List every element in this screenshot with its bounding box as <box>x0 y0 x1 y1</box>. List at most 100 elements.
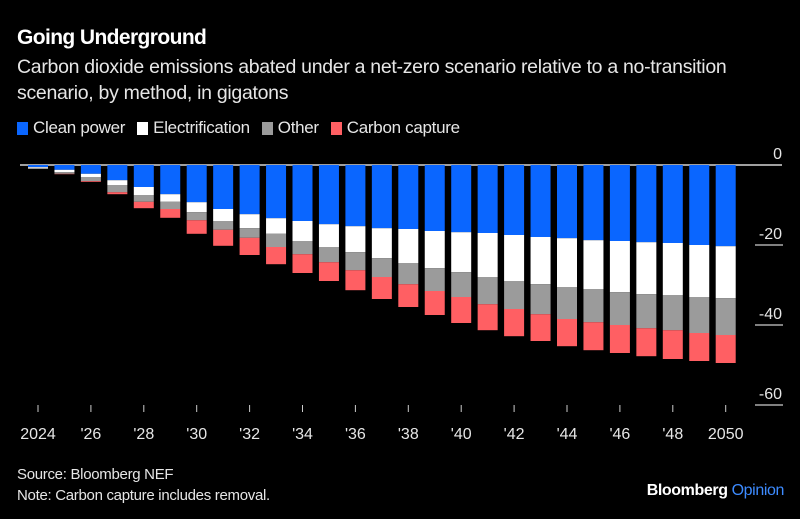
bar-other-2047 <box>636 294 657 329</box>
bar-clean-power-2043 <box>530 165 551 237</box>
legend-label: Clean power <box>33 118 126 137</box>
x-tick-label: '48 <box>662 426 683 443</box>
bar-clean-power-2032 <box>239 165 260 215</box>
bar-electrification-2035 <box>318 224 339 247</box>
bar-other-2048 <box>662 295 683 331</box>
bar-carbon-capture-2044 <box>557 319 577 347</box>
x-tick-label: '46 <box>609 426 630 443</box>
bar-clean-power-2035 <box>318 165 339 225</box>
x-tick-label: '32 <box>239 426 260 443</box>
bar-clean-power-2040 <box>451 165 472 233</box>
bar-carbon-capture-2048 <box>662 330 683 359</box>
bar-clean-power-2046 <box>609 165 630 241</box>
brand-main: Bloomberg <box>646 482 728 499</box>
bar-clean-power-2041 <box>477 165 498 233</box>
bar-other-2050 <box>715 298 736 335</box>
legend-item-electrification: Electrification <box>137 118 250 138</box>
legend-label: Electrification <box>153 118 250 137</box>
bar-stack-2048 <box>662 165 683 359</box>
bar-stack-2040 <box>451 165 472 323</box>
x-tick-label: '36 <box>345 426 366 443</box>
bar-electrification-2050 <box>715 246 736 299</box>
bar-stack-2044 <box>557 165 577 347</box>
legend-swatch-clean-power <box>17 121 28 135</box>
bar-stack-2025 <box>54 165 75 175</box>
legend-swatch-electrification <box>137 121 149 135</box>
bar-other-2045 <box>583 289 604 323</box>
chart-note: Note: Carbon capture includes removal. <box>17 487 270 504</box>
bar-carbon-capture-2038 <box>398 284 419 307</box>
bar-stack-2039 <box>424 165 445 315</box>
bar-electrification-2043 <box>530 237 551 285</box>
bar-carbon-capture-2037 <box>371 277 392 299</box>
bar-stack-2041 <box>477 165 498 331</box>
bar-other-2044 <box>557 287 577 319</box>
bar-stack-2033 <box>266 165 287 265</box>
x-tick-label: '42 <box>504 426 525 443</box>
x-tick-label: '34 <box>292 426 313 443</box>
chart-subtitle: Carbon dioxide emissions abated under a … <box>17 56 727 104</box>
bar-clean-power-2029 <box>160 165 181 195</box>
bar-carbon-capture-2035 <box>318 262 339 281</box>
bar-other-2037 <box>371 258 392 277</box>
bar-other-2033 <box>266 233 287 247</box>
bar-electrification-2027 <box>107 180 128 185</box>
bar-carbon-capture-2043 <box>530 314 551 341</box>
bar-stack-2036 <box>345 165 366 291</box>
bar-carbon-capture-2049 <box>689 333 710 361</box>
bar-clean-power-2024 <box>28 165 48 167</box>
bar-clean-power-2036 <box>345 165 366 227</box>
y-tick-label: -60 <box>759 386 782 403</box>
x-tick-label: 2050 <box>708 426 744 443</box>
bar-stack-2024 <box>28 165 48 169</box>
bar-carbon-capture-2031 <box>213 229 234 246</box>
x-tick-label: '30 <box>186 426 207 443</box>
bar-other-2029 <box>160 201 181 209</box>
bar-stack-2045 <box>583 165 604 351</box>
bar-carbon-capture-2034 <box>292 254 313 273</box>
bar-other-2024 <box>28 167 48 169</box>
bar-carbon-capture-2047 <box>636 328 657 357</box>
bar-electrification-2028 <box>133 187 154 195</box>
bar-electrification-2036 <box>345 226 366 253</box>
bar-electrification-2047 <box>636 242 657 295</box>
bar-clean-power-2028 <box>133 165 154 187</box>
bar-stack-2032 <box>239 165 260 255</box>
bar-other-2030 <box>186 212 207 221</box>
bar-electrification-2034 <box>292 221 313 241</box>
bar-carbon-capture-2042 <box>504 309 525 337</box>
bar-clean-power-2047 <box>636 165 657 243</box>
bar-other-2039 <box>424 268 445 291</box>
legend-swatch-carbon-capture <box>330 121 342 135</box>
y-tick-label: 0 <box>773 146 782 163</box>
x-tick-label: '26 <box>80 426 101 443</box>
legend-label: Other <box>277 118 319 137</box>
bar-clean-power-2027 <box>107 165 128 181</box>
bar-electrification-2026 <box>80 173 101 177</box>
bar-other-2042 <box>504 281 525 309</box>
bar-stack-2037 <box>371 165 392 299</box>
bar-electrification-2024 <box>28 167 48 168</box>
bar-carbon-capture-2033 <box>266 247 287 265</box>
bar-stack-2046 <box>609 165 630 353</box>
bar-other-2038 <box>398 263 419 285</box>
legend-label: Carbon capture <box>346 118 460 137</box>
x-tick-label: '44 <box>557 426 578 443</box>
bar-stack-2047 <box>636 165 657 357</box>
x-tick-label: '28 <box>133 426 154 443</box>
bar-other-2046 <box>609 292 630 325</box>
bar-stack-2034 <box>292 165 313 273</box>
chart-title: Going Underground <box>17 26 207 49</box>
bar-electrification-2029 <box>160 194 181 202</box>
bar-clean-power-2042 <box>504 165 525 235</box>
bar-carbon-capture-2039 <box>424 291 445 315</box>
bar-stack-2038 <box>398 165 419 307</box>
x-tick-label: 2024 <box>20 426 56 443</box>
bar-clean-power-2034 <box>292 165 313 221</box>
bar-other-2032 <box>239 228 260 238</box>
bar-carbon-capture-2026 <box>80 181 101 182</box>
bar-other-2028 <box>133 195 154 202</box>
bar-electrification-2038 <box>398 229 419 263</box>
bar-stack-2049 <box>689 165 710 361</box>
